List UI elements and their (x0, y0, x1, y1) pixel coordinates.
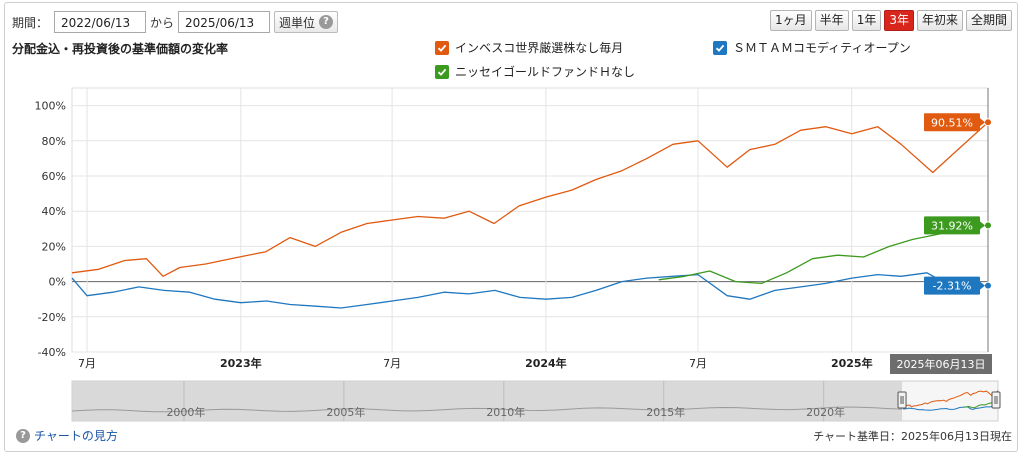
navigator-series-line (901, 390, 999, 408)
unit-select[interactable]: 週単位 ? (274, 11, 339, 33)
chart-panel (4, 2, 1018, 452)
value-label-box (924, 216, 980, 235)
range-buttons: 1ヶ月 半年 1年 3年 年初来 全期間 (770, 10, 1012, 31)
navigator-handle[interactable] (991, 391, 1001, 409)
series-line (71, 272, 989, 309)
end-marker (984, 221, 992, 230)
period-label: 期間： (12, 15, 49, 30)
x-tick-label: 7月 (689, 357, 707, 370)
y-tick-label: 80% (42, 135, 66, 148)
checkbox-checked-icon[interactable] (435, 40, 449, 55)
period-controls: 期間： 2022/06/13 から 2025/06/13 週単位 ? (12, 9, 339, 35)
value-label-pointer (980, 281, 985, 290)
value-label-box (924, 276, 980, 295)
legend-label: ニッセイゴールドファンドＨなし (455, 65, 636, 79)
value-label-pointer (980, 221, 985, 230)
navigator-handle[interactable] (897, 391, 907, 409)
handle-box (897, 391, 907, 409)
chart-basis-date: チャート基準日：2025年06月13日現在 (813, 430, 1012, 443)
legend-item-invesco[interactable]: インベスコ世界厳選株なし毎月 (435, 39, 623, 56)
navigator-label: 2000年 (166, 405, 205, 419)
help-icon[interactable]: ? (319, 15, 334, 29)
navigator-label: 2020年 (806, 405, 845, 419)
x-tick-label: 2024年 (525, 356, 567, 370)
series-end-label: 31.92% (931, 219, 973, 232)
how-to-read-link[interactable]: ? チャートの見方 (16, 427, 118, 444)
series-end-label: 90.51% (931, 116, 973, 129)
y-tick-label: 40% (42, 205, 66, 218)
y-tick-label: -20% (38, 311, 66, 324)
help-icon: ? (16, 428, 30, 443)
x-tick-label: 7月 (383, 357, 401, 370)
legend-item-smtam[interactable]: ＳＭＴＡＭコモディティオープン (713, 39, 911, 56)
range-button[interactable]: 1ヶ月 (770, 10, 812, 31)
navigator-label: 2010年 (486, 405, 525, 419)
y-tick-label: 0% (49, 276, 66, 289)
navigator-history-line (71, 406, 903, 413)
series-end-label: -2.31% (933, 280, 972, 293)
checkbox-checked-icon[interactable] (435, 64, 449, 79)
end-marker (984, 118, 992, 127)
cursor-date-box (890, 354, 992, 374)
y-tick-label: -40% (38, 346, 66, 359)
navigator-label: 2015年 (646, 405, 685, 419)
legend-label: ＳＭＴＡＭコモディティオープン (733, 41, 911, 55)
range-button[interactable]: 3年 (884, 10, 914, 31)
range-button[interactable]: 半年 (814, 10, 849, 31)
series-line (658, 224, 989, 285)
navigator-series-line (901, 406, 999, 411)
navigator-label: 2005年 (326, 405, 365, 419)
range-button[interactable]: 全期間 (965, 10, 1012, 31)
x-tick-label: 2023年 (220, 356, 262, 370)
navigator-mask (72, 381, 903, 421)
series-line (71, 121, 989, 277)
y-tick-label: 100% (35, 100, 66, 113)
value-label-pointer (980, 118, 985, 127)
handle-box (991, 391, 1001, 409)
legend-label: インベスコ世界厳選株なし毎月 (455, 41, 624, 55)
x-tick-label: 2025年 (831, 356, 873, 370)
cursor-date-label: 2025年06月13日 (897, 357, 986, 371)
from-date-input[interactable]: 2022/06/13 (54, 11, 147, 33)
checkbox-checked-icon[interactable] (713, 40, 727, 55)
unit-label: 週単位 (279, 15, 316, 30)
range-button[interactable]: 1年 (851, 10, 882, 31)
legend-item-nissay[interactable]: ニッセイゴールドファンドＨなし (435, 63, 635, 80)
kara-label: から (150, 15, 175, 30)
x-tick-label: 7月 (78, 357, 96, 370)
plot-area (71, 87, 989, 353)
how-to-read-label: チャートの見方 (34, 429, 118, 443)
y-tick-label: 60% (42, 170, 66, 183)
chart-title: 分配金込・再投資後の基準価額の変化率 (12, 42, 229, 56)
range-button[interactable]: 年初来 (916, 10, 963, 31)
to-date-input[interactable]: 2025/06/13 (178, 11, 271, 33)
value-label-box (924, 113, 980, 132)
end-marker (984, 281, 992, 290)
y-tick-label: 20% (42, 240, 66, 253)
